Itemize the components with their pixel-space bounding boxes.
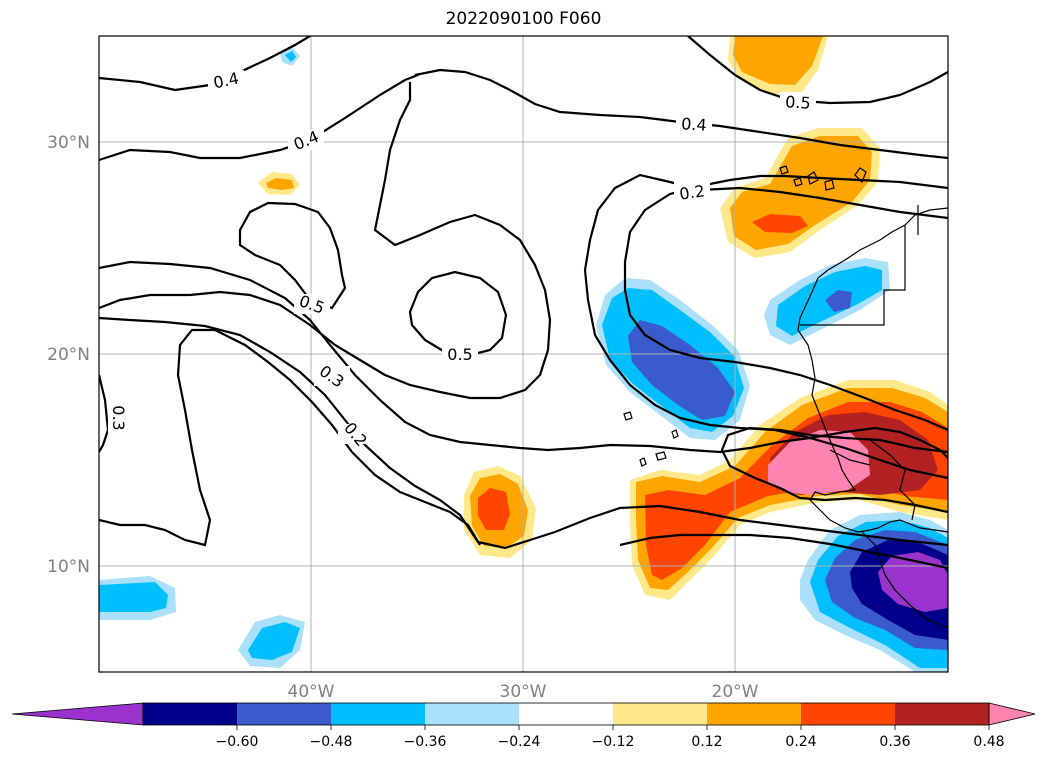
map-title: 2022090100 F060 bbox=[445, 9, 602, 29]
positive-anomaly-west-africa-peak bbox=[768, 430, 870, 495]
contour-0.2-left-loop bbox=[99, 328, 481, 547]
lon-label: 40°W bbox=[288, 682, 335, 702]
contour-0.2-africa bbox=[720, 426, 948, 514]
colorbar-tick-label: −0.60 bbox=[216, 734, 259, 750]
lon-label: 30°W bbox=[500, 682, 547, 702]
colorbar-segment bbox=[519, 703, 614, 725]
colorbar-segment bbox=[707, 703, 802, 725]
contours bbox=[99, 36, 948, 570]
colorbar-tick-label: −0.48 bbox=[310, 734, 353, 750]
cape-verde-island-4 bbox=[655, 451, 667, 461]
contour-label-bg-1 bbox=[208, 70, 244, 90]
negative-anomaly-south-core bbox=[248, 622, 300, 660]
contour-label-bg-3 bbox=[676, 114, 712, 134]
contour-label: 0.5 bbox=[785, 92, 812, 113]
colorbar-extend-low bbox=[11, 702, 144, 726]
contour-label: 0.4 bbox=[212, 69, 241, 93]
lon-label: 20°W bbox=[712, 682, 759, 702]
colorbar-tick-label: −0.36 bbox=[404, 734, 447, 750]
contour-label-bg-5 bbox=[780, 92, 816, 112]
colorbar-tick-label: −0.12 bbox=[592, 734, 635, 750]
contour-label-bg-8 bbox=[338, 424, 374, 444]
west-africa-border-2 bbox=[829, 449, 871, 466]
contour-label: 0.2 bbox=[678, 181, 706, 203]
colorbar-tick-label: 0.12 bbox=[691, 734, 722, 750]
colorbar-tick-label: 0.36 bbox=[879, 734, 910, 750]
contour-0.4-north bbox=[99, 36, 311, 92]
plot-frame bbox=[98, 35, 949, 673]
contour-label-bg-4 bbox=[674, 182, 710, 202]
colorbar-segment bbox=[895, 703, 990, 725]
contour-label-bg-9 bbox=[442, 344, 478, 364]
contour-0.4-north-2 bbox=[99, 73, 419, 162]
contour-label: 0.3 bbox=[109, 405, 128, 430]
contour-label: 0.4 bbox=[681, 114, 708, 135]
colorbar-tick-label: 0.24 bbox=[785, 734, 816, 750]
colorbar-tick-label: −0.24 bbox=[498, 734, 541, 750]
negative-anomaly-gulf-guinea-peak bbox=[878, 552, 948, 612]
africa-coastline bbox=[797, 207, 948, 533]
canary-island-1 bbox=[793, 177, 803, 187]
contour-0.5-small-loop bbox=[238, 201, 347, 310]
contour-label-bg-7 bbox=[314, 366, 350, 386]
contour-labels: 0.4 0.4 0.4 0.2 0.5 0.5 0.3 0.2 0.5 0.3 bbox=[108, 69, 816, 450]
contour-label: 0.5 bbox=[447, 345, 472, 364]
positive-anomaly-small-west-core bbox=[266, 178, 294, 190]
negative-anomaly-southwest-core bbox=[99, 582, 168, 612]
map-plot-area: 0.4 0.4 0.4 0.2 0.5 0.5 0.3 0.2 0.5 0.3 bbox=[99, 36, 948, 672]
lat-label: 20°N bbox=[47, 345, 90, 365]
axis-labels: 30°N 20°N 10°N 40°W 30°W 20°W bbox=[47, 133, 759, 702]
contour-0.5-center-loop bbox=[408, 270, 508, 357]
lat-label: 10°N bbox=[47, 557, 90, 577]
positive-anomaly-canary-core bbox=[730, 136, 872, 250]
contour-0.4-main bbox=[414, 68, 948, 160]
anomaly-fills bbox=[99, 36, 948, 672]
negative-anomaly-small-north-core bbox=[285, 51, 296, 62]
positive-anomaly-atlantic-peak bbox=[478, 488, 510, 530]
contour-0.3-main bbox=[99, 260, 948, 459]
colorbar-segment bbox=[801, 703, 896, 725]
colorbar: −0.60 −0.48 −0.36 −0.24 −0.12 0.12 0.24 0.36 0.4… bbox=[11, 702, 1036, 750]
colorbar-segment bbox=[143, 703, 238, 725]
negative-anomaly-central-peak bbox=[628, 320, 735, 420]
cape-verde-island-1 bbox=[623, 411, 633, 421]
colorbar-segment bbox=[237, 703, 332, 725]
positive-anomaly-canary-peak bbox=[752, 214, 808, 233]
canary-island-2 bbox=[807, 171, 819, 185]
colorbar-extend-high bbox=[988, 702, 1036, 726]
coastline bbox=[623, 165, 948, 629]
negative-anomaly-morocco-peak bbox=[825, 290, 852, 312]
cape-verde-island-2 bbox=[671, 429, 679, 439]
colorbar-frame bbox=[142, 702, 990, 726]
lat-label: 30°N bbox=[47, 133, 90, 153]
cape-verde-island-3 bbox=[639, 457, 647, 467]
contour-0.2-gulf bbox=[619, 533, 948, 570]
contour-label-bg-2 bbox=[288, 130, 324, 150]
canary-island-3 bbox=[824, 179, 835, 191]
positive-anomaly-north-core bbox=[733, 36, 823, 85]
contour-label: 0.3 bbox=[316, 361, 348, 391]
contour-label-bg-10 bbox=[108, 402, 130, 438]
morocco-border bbox=[800, 225, 906, 326]
contour-label-bg-6 bbox=[294, 294, 330, 314]
contour-0.3-canary bbox=[583, 173, 948, 480]
contour-0.3-left bbox=[99, 374, 110, 453]
contour-0.5-left-loop bbox=[99, 82, 552, 400]
colorbar-segment bbox=[331, 703, 426, 725]
canary-island-4 bbox=[779, 165, 789, 175]
colorbar-segment bbox=[425, 703, 520, 725]
west-africa-border-1 bbox=[869, 439, 916, 521]
colorbar-tick-label: 0.48 bbox=[973, 734, 1004, 750]
colorbar-segment bbox=[613, 703, 708, 725]
contour-0.2-canary bbox=[623, 174, 948, 432]
gulf-coast bbox=[861, 531, 948, 629]
